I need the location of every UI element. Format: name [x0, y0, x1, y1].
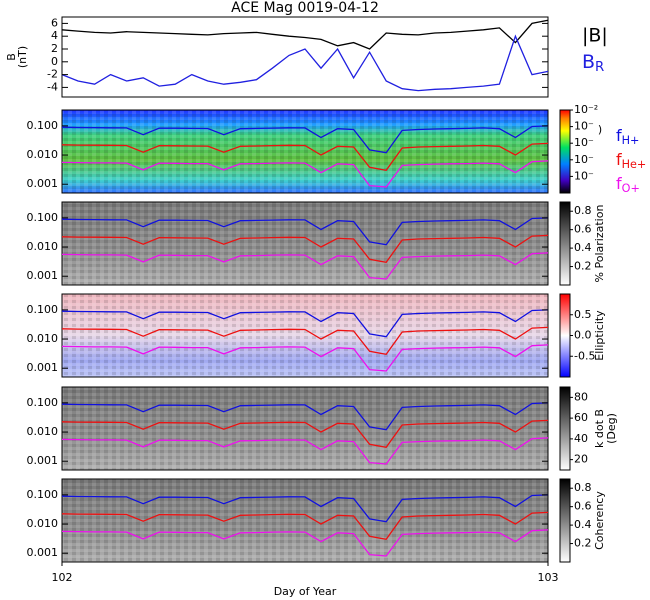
series-line — [61, 344, 549, 372]
y-axis-label: (nT) — [16, 46, 29, 68]
series-line — [61, 125, 549, 154]
plot-frame — [61, 478, 549, 563]
series-line — [61, 326, 549, 356]
y-tick-label: 0.100 — [27, 488, 59, 501]
y-tick-label: 0.010 — [27, 148, 59, 161]
series-line — [61, 309, 549, 338]
y-tick-label: -2 — [47, 68, 58, 81]
series-line — [61, 252, 549, 280]
colorbar-tick-label: 10⁻ — [574, 169, 594, 182]
x-axis-label: Day of Year — [274, 585, 337, 598]
spectrogram-texture — [62, 387, 548, 470]
y-tick-label: -4 — [47, 80, 58, 93]
series-line — [61, 142, 549, 172]
plot-frame — [61, 293, 549, 378]
colorbar-tick-label: 20 — [574, 453, 588, 466]
series-line — [61, 217, 549, 246]
colorbar-label: Ellipticity — [593, 310, 606, 361]
colorbar-tick-label: 60 — [574, 411, 588, 424]
colorbar-tick-label: 0.4 — [574, 241, 592, 254]
plot-frame — [61, 386, 549, 471]
plot-frame — [61, 109, 549, 194]
colorbar-label: Coherency — [593, 491, 606, 550]
series-line — [61, 419, 549, 449]
series-line — [61, 34, 549, 92]
x-tick-label: 103 — [538, 571, 559, 584]
colorbar-label: k dot B — [593, 409, 606, 448]
colorbar-tick-label: 0.5 — [574, 308, 592, 321]
colorbar-tick-label: 80 — [574, 390, 588, 403]
spectrogram-texture — [62, 110, 548, 193]
legend-label: fO+ — [616, 174, 640, 196]
series-line — [61, 19, 549, 50]
series-line — [61, 511, 549, 541]
colorbar-tick-label: -0.5 — [574, 349, 595, 362]
series-line — [61, 402, 549, 431]
colorbar — [559, 109, 571, 194]
y-tick-label: 0.100 — [27, 211, 59, 224]
y-tick-label: 4 — [51, 29, 58, 42]
y-tick-label: 0.001 — [27, 177, 59, 190]
colorbar-tick-label: 10⁻ — [574, 136, 594, 149]
colorbar-tick-label: 0.6 — [574, 500, 592, 513]
colorbar-tick-label: 0.2 — [574, 537, 592, 550]
spectrogram-texture — [62, 479, 548, 562]
y-tick-label: 0.010 — [27, 332, 59, 345]
series-line — [61, 529, 549, 557]
colorbar-tick-label: 0.8 — [574, 204, 592, 217]
y-tick-label: 6 — [51, 16, 58, 29]
series-line — [61, 437, 549, 465]
spectrogram-texture — [62, 294, 548, 377]
colorbar-tick-label: 10⁻² — [574, 103, 598, 116]
colorbar-tick-label: 10⁻ — [574, 120, 594, 133]
colorbar-tick-label: 0.4 — [574, 518, 592, 531]
y-tick-label: 0.010 — [27, 425, 59, 438]
plot-frame — [61, 201, 549, 286]
colorbar — [559, 293, 571, 378]
colorbar — [559, 201, 571, 286]
colorbar-tick-label: 0.0 — [574, 329, 592, 342]
legend-label: fHe+ — [616, 150, 646, 172]
y-tick-label: 0.100 — [27, 303, 59, 316]
colorbar-tick-label: 10⁻ — [574, 153, 594, 166]
colorbar-tick-label: 0.2 — [574, 260, 592, 273]
x-tick-label: 102 — [52, 571, 73, 584]
colorbar — [559, 386, 571, 471]
plot-area — [61, 16, 549, 98]
colorbar-label: ) — [598, 123, 602, 136]
legend-label: BR — [582, 51, 604, 76]
y-tick-label: 0.001 — [27, 361, 59, 374]
spectrogram-texture — [62, 202, 548, 285]
y-tick-label: 0 — [51, 55, 58, 68]
chart-title: ACE Mag 0019-04-12 — [231, 0, 379, 16]
colorbar-tick-label: 0.8 — [574, 481, 592, 494]
y-tick-label: 0.001 — [27, 546, 59, 559]
y-tick-label: 0.100 — [27, 119, 59, 132]
y-tick-label: 0.001 — [27, 269, 59, 282]
y-tick-label: 2 — [51, 42, 58, 55]
colorbar-label: (Deg) — [605, 413, 618, 444]
series-line — [61, 234, 549, 264]
colorbar-label: % Polarization — [593, 205, 606, 283]
colorbar — [559, 478, 571, 563]
y-tick-label: 0.010 — [27, 240, 59, 253]
colorbar-tick-label: 0.6 — [574, 223, 592, 236]
y-axis-label: B — [5, 53, 18, 61]
legend-label: fH+ — [616, 126, 639, 148]
y-tick-label: 0.001 — [27, 454, 59, 467]
y-tick-label: 0.100 — [27, 396, 59, 409]
series-line — [61, 160, 549, 188]
legend-label: |B| — [582, 25, 608, 47]
series-line — [61, 494, 549, 523]
y-tick-label: 0.010 — [27, 517, 59, 530]
colorbar-tick-label: 40 — [574, 432, 588, 445]
